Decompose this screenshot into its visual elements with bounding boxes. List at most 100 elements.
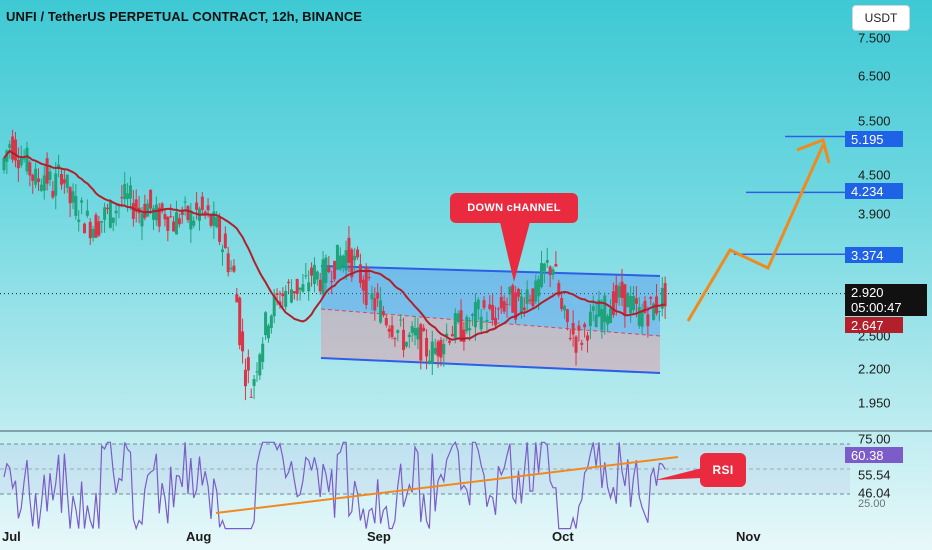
candle-body [479,316,483,330]
candle-body [430,341,434,364]
candle-body [531,288,535,307]
candle-body [410,326,414,333]
candle-body [88,222,92,239]
candle-body [433,347,437,354]
down-channel-pointer [500,222,530,282]
candle-body [370,293,374,300]
candle-body [105,207,109,210]
candle-body [519,296,523,313]
last-price-tag[interactable]: 2.920 05:00:47 [845,284,927,316]
candle-body [646,314,650,327]
candle-body [634,298,638,304]
candle-body [249,396,253,398]
target-price-tag-2[interactable]: 4.234 [845,183,903,199]
price-tick: 3.900 [858,206,891,222]
candle-body [600,309,604,330]
rsi-callout[interactable]: RSI [700,453,746,487]
candle-body [436,341,440,357]
candle-body [450,333,454,337]
candle-body [623,284,627,315]
candle-body [367,277,371,279]
rsi-trendline [215,456,679,514]
price-tick: 4.500 [858,167,891,183]
candle-body [272,295,276,317]
candle-body [321,259,325,295]
candle-body [51,191,55,198]
candle-body [663,283,667,307]
candle-body [407,334,411,338]
candle-body [494,317,498,326]
candle-body [422,327,426,332]
candle-body [246,357,250,371]
candle-body [94,214,98,238]
price-tick: 1.950 [858,395,891,411]
candle-body [568,337,572,340]
candle-body [471,314,475,316]
channel-upper-fill [321,266,660,336]
candle-body [62,179,66,184]
candle-body [177,218,181,225]
candle-body [266,325,270,339]
candle-body [502,301,506,312]
candle-body [356,249,360,258]
candle-body [442,344,446,355]
candle-body [183,201,187,203]
candle-body [649,297,653,299]
candle-body [318,279,322,292]
price-tick: 7.500 [858,30,891,46]
candle-body [241,331,245,352]
candle-body [333,260,337,280]
candle-body [261,343,265,363]
symbol-title[interactable]: UNFI / TetherUS PERPETUAL CONTRACT, 12h,… [6,9,363,24]
candle-body [462,329,466,342]
candle-body [373,298,377,311]
candle-body [212,211,216,226]
candle-body [45,158,49,184]
candle-body [206,205,210,211]
rsi-tick: 55.54 [858,467,891,483]
candle-body [174,212,178,235]
candle-body [11,136,15,160]
candle-body [28,162,32,176]
down-channel-callout[interactable]: DOWN cHANNEL [450,193,578,223]
channel-mid-line [320,308,661,337]
candle-body [269,315,273,328]
target-price-tag-1[interactable]: 3.374 [845,247,903,263]
candle-body [514,292,518,320]
candle-body [517,288,521,297]
candle-body [496,308,500,310]
candle-body [16,159,20,169]
candle-body [189,210,193,230]
candle-body [80,200,84,203]
candle-body [131,203,135,219]
candle-body [384,318,388,326]
candle-body [100,220,104,223]
candle-body [577,325,581,331]
rsi-value-tag[interactable]: 60.38 [845,447,903,463]
candle-body [111,217,115,223]
target-price-tag-3[interactable]: 5.195 [845,131,903,147]
moving-average-tag[interactable]: 2.647 [845,317,903,333]
candle-body [172,221,176,232]
candle-body [304,275,308,277]
time-tick: Oct [552,529,574,544]
candle-body [542,263,546,271]
candle-body [13,139,17,161]
candle-body [591,306,595,311]
candle-body [376,292,380,299]
candle-body [91,229,95,238]
candle-body [537,279,541,297]
candle-body [614,285,618,304]
candle-body [448,340,452,343]
currency-button[interactable]: USDT [852,5,910,31]
candle-body [143,203,147,219]
candle-body [310,267,314,276]
moving-average-line [3,149,666,341]
candle-body [229,267,233,270]
candle-body [57,164,61,169]
candle-body [488,304,492,309]
candle-body [439,339,443,358]
candle-body [341,255,345,266]
bar-countdown: 05:00:47 [851,300,902,315]
